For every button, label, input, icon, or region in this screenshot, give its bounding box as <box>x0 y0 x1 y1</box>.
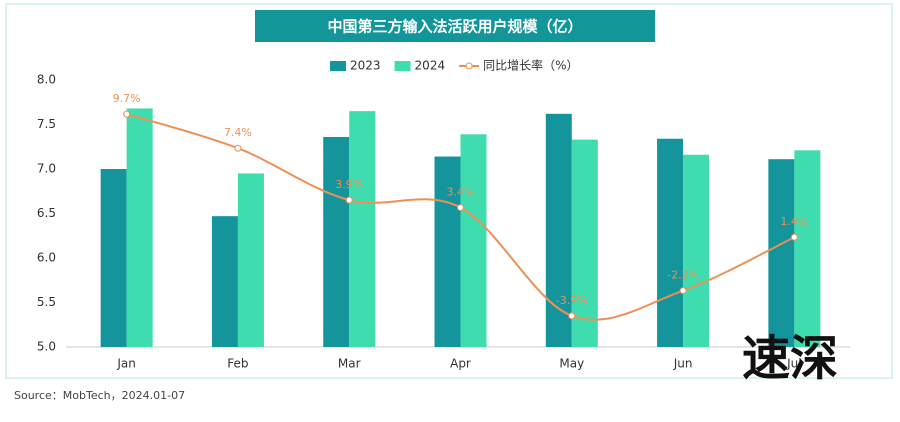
bar <box>683 154 710 347</box>
legend-marker <box>465 62 473 70</box>
line-point <box>790 233 798 241</box>
data-label: 3.9% <box>335 178 363 191</box>
y-tick-label: 6.5 <box>37 206 56 220</box>
legend-label: 同比增长率（%） <box>483 58 578 73</box>
line-point <box>123 110 131 118</box>
data-label: 7.4% <box>224 126 252 139</box>
x-tick-label: Jun <box>673 357 693 371</box>
legend-swatch <box>330 61 346 71</box>
bar <box>211 216 238 347</box>
bar <box>768 159 795 347</box>
chart-title: 中国第三方输入法活跃用户规模（亿） <box>327 18 582 36</box>
data-label: 9.7% <box>113 92 141 105</box>
source: Source：MobTech，2024.01-07 <box>14 389 185 402</box>
line-point <box>568 312 576 320</box>
line-point <box>679 287 687 295</box>
y-tick-label: 8.0 <box>37 73 56 87</box>
chart-frame <box>5 3 893 379</box>
y-tick-label: 6.0 <box>37 251 56 265</box>
data-label: -2.2% <box>667 269 699 282</box>
y-tick-label: 7.0 <box>37 162 56 176</box>
bar <box>794 150 821 347</box>
line-point <box>234 144 242 152</box>
bar <box>323 136 350 347</box>
data-label: -3.9% <box>556 294 588 307</box>
title-banner <box>255 10 655 42</box>
bar <box>126 108 153 347</box>
bar <box>545 113 572 347</box>
x-tick-label: Feb <box>227 357 248 371</box>
y-tick-label: 7.5 <box>37 117 56 131</box>
bar <box>349 111 376 348</box>
y-tick-label: 5.0 <box>37 340 56 354</box>
x-tick-label: Apr <box>450 357 471 371</box>
bar <box>571 139 598 347</box>
bar <box>237 173 264 347</box>
legend-label: 2024 <box>415 59 446 73</box>
legend-swatch <box>394 61 411 71</box>
bar <box>657 138 684 347</box>
legend-label: 2023 <box>350 59 381 73</box>
watermark: 速深 <box>742 331 838 387</box>
x-tick-label: Mar <box>338 357 361 371</box>
bar <box>434 156 461 347</box>
bar <box>460 134 487 347</box>
data-label: 1.4% <box>780 215 808 228</box>
data-label: 3.4% <box>447 186 475 199</box>
y-tick-label: 5.5 <box>37 295 56 309</box>
x-tick-label: May <box>559 357 584 371</box>
bar <box>100 169 127 347</box>
x-tick-label: Jan <box>116 357 136 371</box>
x-tick-label: Jul <box>786 357 801 371</box>
line-point <box>345 196 353 204</box>
line-point <box>457 204 464 212</box>
